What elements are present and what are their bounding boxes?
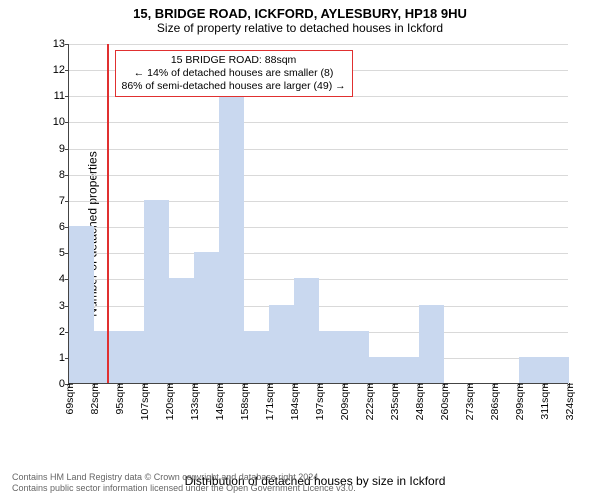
xtick-label: 273sqm <box>462 383 476 420</box>
xtick-label: 248sqm <box>412 383 426 420</box>
footer-line-2: Contains public sector information licen… <box>12 483 356 494</box>
xtick-label: 171sqm <box>262 383 276 420</box>
xtick-label: 311sqm <box>537 383 551 420</box>
ytick-label: 6 <box>59 221 69 233</box>
xtick-label: 184sqm <box>287 383 301 420</box>
annotation-box: 15 BRIDGE ROAD: 88sqm← 14% of detached h… <box>115 50 353 97</box>
histogram-bar <box>144 200 169 383</box>
xtick-label: 286sqm <box>487 383 501 420</box>
xtick-label: 95sqm <box>112 383 126 415</box>
xtick-label: 146sqm <box>212 383 226 420</box>
ytick-label: 4 <box>59 273 69 285</box>
xtick-label: 222sqm <box>362 383 376 420</box>
xtick-label: 69sqm <box>62 383 76 415</box>
ytick-label: 3 <box>59 300 69 312</box>
histogram-bar <box>369 357 394 383</box>
footer-attribution: Contains HM Land Registry data © Crown c… <box>12 472 356 494</box>
xtick-label: 197sqm <box>312 383 326 420</box>
footer-line-1: Contains HM Land Registry data © Crown c… <box>12 472 356 483</box>
histogram-bar <box>394 357 419 383</box>
marker-line <box>107 44 109 383</box>
chart-title-main: 15, BRIDGE ROAD, ICKFORD, AYLESBURY, HP1… <box>0 0 600 21</box>
chart-title-sub: Size of property relative to detached ho… <box>0 21 600 39</box>
histogram-bar <box>269 305 294 383</box>
histogram-bar <box>69 226 94 383</box>
ytick-label: 8 <box>59 169 69 181</box>
ytick-label: 11 <box>54 90 69 102</box>
histogram-bar <box>194 252 219 383</box>
histogram-bar <box>419 305 444 383</box>
gridline <box>69 175 568 176</box>
plot-area: 01234567891011121369sqm82sqm95sqm107sqm1… <box>68 44 568 384</box>
ytick-label: 5 <box>59 247 69 259</box>
histogram-bar <box>319 331 344 383</box>
histogram-bar <box>244 331 269 383</box>
gridline <box>69 44 568 45</box>
xtick-label: 299sqm <box>512 383 526 420</box>
annotation-line-3: 86% of semi-detached houses are larger (… <box>122 80 346 93</box>
histogram-bar <box>219 95 244 383</box>
xtick-label: 209sqm <box>337 383 351 420</box>
xtick-label: 260sqm <box>437 383 451 420</box>
chart-container: Number of detached properties 0123456789… <box>50 44 580 424</box>
xtick-label: 158sqm <box>237 383 251 420</box>
annotation-line-1: 15 BRIDGE ROAD: 88sqm <box>122 54 346 67</box>
histogram-bar <box>169 278 194 383</box>
gridline <box>69 122 568 123</box>
histogram-bar <box>544 357 569 383</box>
xtick-label: 133sqm <box>187 383 201 420</box>
histogram-bar <box>519 357 544 383</box>
xtick-label: 324sqm <box>562 383 576 420</box>
histogram-bar <box>294 278 319 383</box>
histogram-bar <box>344 331 369 383</box>
ytick-label: 1 <box>59 352 69 364</box>
xtick-label: 120sqm <box>162 383 176 420</box>
ytick-label: 2 <box>59 326 69 338</box>
ytick-label: 10 <box>53 116 69 128</box>
histogram-bar <box>119 331 144 383</box>
ytick-label: 9 <box>59 143 69 155</box>
ytick-label: 12 <box>53 64 69 76</box>
xtick-label: 235sqm <box>387 383 401 420</box>
ytick-label: 7 <box>59 195 69 207</box>
xtick-label: 107sqm <box>137 383 151 420</box>
ytick-label: 13 <box>53 38 69 50</box>
gridline <box>69 149 568 150</box>
xtick-label: 82sqm <box>87 383 101 415</box>
annotation-line-2: ← 14% of detached houses are smaller (8) <box>122 67 346 80</box>
